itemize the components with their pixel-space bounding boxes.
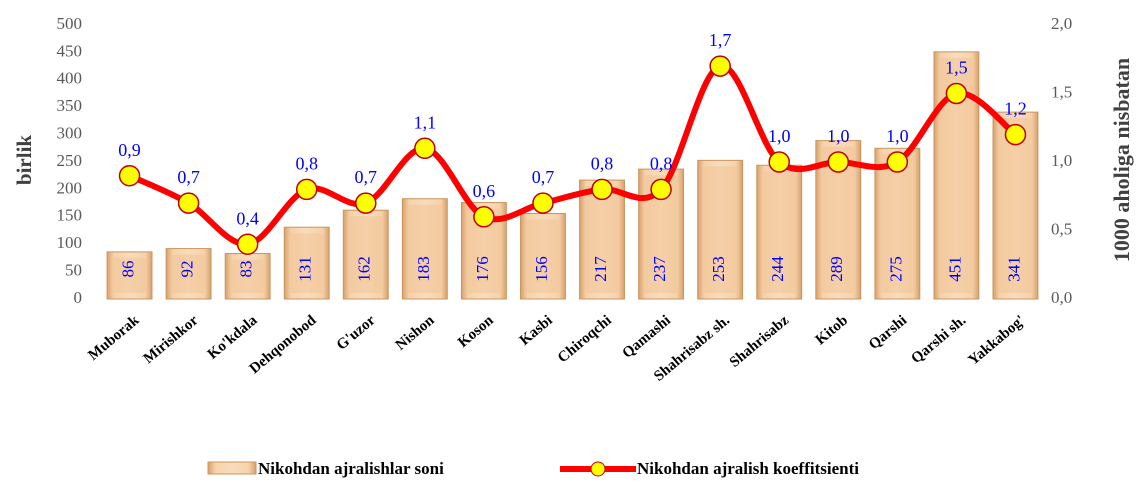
legend-marker xyxy=(590,461,606,477)
line-marker xyxy=(650,178,672,201)
line-marker xyxy=(118,164,141,187)
line-value-label: 0,4 xyxy=(236,208,259,228)
x-tick-label: Chiroqchi xyxy=(555,312,615,366)
line-value-label: 0,7 xyxy=(532,167,555,187)
x-tick-label: Kasbi xyxy=(517,312,556,348)
line-marker xyxy=(295,178,318,201)
y-tick-label: 50 xyxy=(65,261,82,280)
y2-tick-label: 0,5 xyxy=(1051,219,1072,238)
y2-tick-label: 1,0 xyxy=(1051,151,1072,170)
line-marker xyxy=(709,55,731,77)
x-tick-label: Muborak xyxy=(85,312,142,364)
bar-bevel xyxy=(172,254,206,293)
x-tick-label: Qarshi xyxy=(866,312,910,353)
y2-tick-label: 1,5 xyxy=(1051,82,1072,101)
bar-bevel xyxy=(408,204,442,293)
bar-value-label: 176 xyxy=(473,256,492,282)
x-tick-label: Koson xyxy=(455,312,497,351)
y2-tick-label: 0,0 xyxy=(1051,288,1072,307)
bar-value-label: 92 xyxy=(178,261,197,278)
line-value-label: 0,6 xyxy=(473,181,496,201)
x-tick-label: G'uzor xyxy=(334,312,379,353)
bar-value-label: 341 xyxy=(1004,256,1023,282)
y-tick-label: 500 xyxy=(57,14,83,33)
bar-bevel xyxy=(762,171,796,293)
line-value-label: 0,8 xyxy=(591,154,614,174)
bar-bevel xyxy=(999,118,1032,294)
line-marker xyxy=(591,178,613,201)
bar-value-label: 253 xyxy=(709,256,728,282)
line-marker xyxy=(355,192,377,214)
line-marker xyxy=(945,82,968,105)
y-tick-label: 400 xyxy=(57,69,83,88)
line-value-label: 0,9 xyxy=(118,140,141,160)
bar-value-label: 289 xyxy=(827,256,846,282)
y-tick-label: 350 xyxy=(57,96,83,115)
line-marker xyxy=(827,151,850,173)
line-value-label: 1,0 xyxy=(827,126,850,146)
line-marker xyxy=(768,151,790,173)
x-tick-label: Yakkabog' xyxy=(966,312,1029,368)
legend-label: Nikohdan ajralish koeffitsienti xyxy=(637,459,859,478)
y-tick-label: 450 xyxy=(57,41,83,60)
y-tick-label: 0 xyxy=(74,288,83,307)
bar-value-label: 451 xyxy=(945,256,964,282)
legend-label: Nikohdan ajralishlar soni xyxy=(258,459,444,478)
bar-value-label: 131 xyxy=(296,256,315,282)
y2-tick-label: 2,0 xyxy=(1051,14,1072,33)
bar-bevel xyxy=(231,259,265,293)
bar-value-label: 237 xyxy=(650,256,669,282)
bar-value-label: 217 xyxy=(591,256,610,282)
line-value-label: 1,0 xyxy=(886,126,909,146)
bar-value-label: 156 xyxy=(532,256,551,282)
line-value-label: 0,8 xyxy=(650,154,673,174)
bar-value-label: 275 xyxy=(886,256,905,282)
line-value-label: 1,7 xyxy=(709,30,732,50)
bar-value-label: 183 xyxy=(414,256,433,282)
bar-bevel xyxy=(113,257,146,293)
y-tick-label: 300 xyxy=(57,124,83,143)
x-tick-label: Shahrisabz xyxy=(727,312,792,371)
x-tick-label: Qamashi xyxy=(620,312,674,361)
line-value-label: 0,8 xyxy=(295,154,318,174)
line-value-label: 0,7 xyxy=(355,167,378,187)
line-marker xyxy=(886,151,909,173)
line-value-label: 1,2 xyxy=(1004,99,1027,119)
line-value-label: 1,0 xyxy=(768,126,791,146)
bar-bevel xyxy=(703,166,737,293)
bar-bevel xyxy=(526,219,560,293)
line-value-label: 0,7 xyxy=(177,167,200,187)
line-marker xyxy=(414,137,436,160)
bar-bevel xyxy=(290,233,324,293)
y-tick-label: 200 xyxy=(57,178,83,197)
bar-bevel xyxy=(880,154,914,293)
line-marker xyxy=(177,192,200,214)
line-marker xyxy=(1004,123,1027,146)
line-value-label: 1,1 xyxy=(414,112,437,132)
line-marker xyxy=(473,206,495,228)
x-tick-label: Mirishkor xyxy=(141,312,202,367)
line-value-label: 1,5 xyxy=(945,58,968,78)
y-tick-label: 250 xyxy=(57,151,83,170)
x-tick-label: Kitob xyxy=(813,312,851,348)
line-marker xyxy=(236,233,259,255)
line xyxy=(128,63,1018,248)
bar-value-label: 244 xyxy=(768,256,787,282)
y-axis-label: birlik xyxy=(12,135,36,186)
y-tick-label: 100 xyxy=(57,233,83,252)
y-tick-label: 150 xyxy=(57,206,83,225)
y2-axis-label: 1000 aholiga nisbatan xyxy=(1109,58,1134,262)
bar-bevel xyxy=(349,216,383,293)
bar-value-label: 86 xyxy=(118,261,137,278)
x-tick-label: Qarshi sh. xyxy=(908,312,969,367)
x-tick-label: Ko'kdala xyxy=(205,312,261,363)
legend-swatch xyxy=(207,461,257,475)
line-marker xyxy=(532,192,554,214)
bar-bevel xyxy=(585,186,619,293)
x-tick-label: Nishon xyxy=(393,312,438,354)
bar-value-label: 162 xyxy=(355,256,374,282)
bar-value-label: 83 xyxy=(237,261,256,278)
